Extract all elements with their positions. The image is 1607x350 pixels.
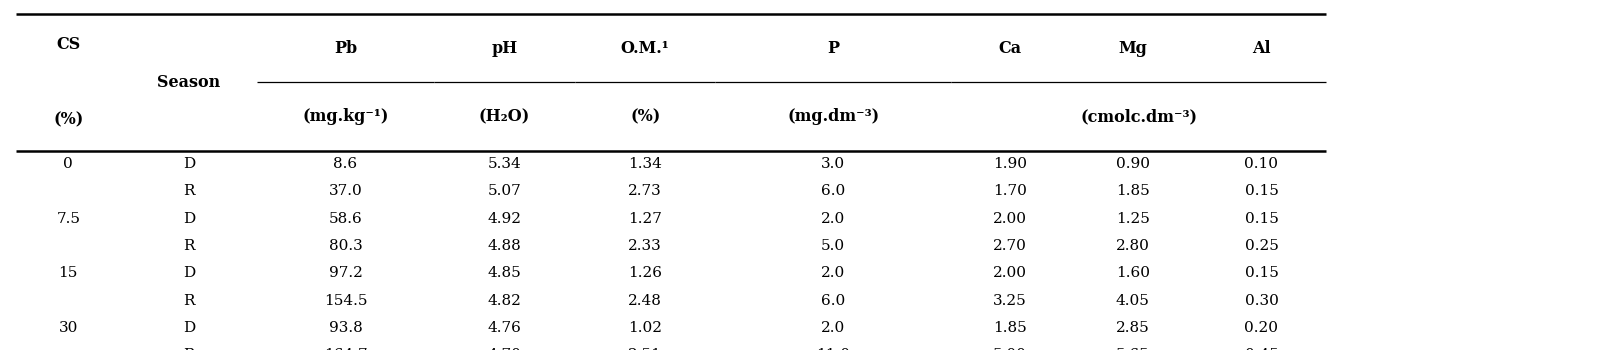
Text: 1.70: 1.70 [993, 184, 1027, 198]
Text: R: R [183, 348, 194, 350]
Text: 1.34: 1.34 [628, 157, 662, 171]
Text: 30: 30 [58, 321, 79, 335]
Text: 1.60: 1.60 [1115, 266, 1151, 280]
Text: 2.80: 2.80 [1115, 239, 1151, 253]
Text: 1.90: 1.90 [993, 157, 1027, 171]
Text: 0.45: 0.45 [1244, 348, 1279, 350]
Text: R: R [183, 294, 194, 308]
Text: 2.00: 2.00 [993, 212, 1027, 226]
Text: 4.92: 4.92 [487, 212, 522, 226]
Text: 11.0: 11.0 [816, 348, 850, 350]
Text: Al: Al [1252, 40, 1271, 57]
Text: (%): (%) [630, 108, 660, 125]
Text: Ca: Ca [998, 40, 1022, 57]
Text: (mg.dm⁻³): (mg.dm⁻³) [787, 108, 879, 125]
Text: 5.07: 5.07 [487, 184, 522, 198]
Text: 0.10: 0.10 [1244, 157, 1279, 171]
Text: 8.6: 8.6 [333, 157, 358, 171]
Text: 2.0: 2.0 [821, 266, 845, 280]
Text: 5.65: 5.65 [1115, 348, 1151, 350]
Text: 5.00: 5.00 [993, 348, 1027, 350]
Text: 2.0: 2.0 [821, 212, 845, 226]
Text: Mg: Mg [1118, 40, 1147, 57]
Text: 15: 15 [58, 266, 79, 280]
Text: CS: CS [56, 36, 80, 53]
Text: 0.90: 0.90 [1115, 157, 1151, 171]
Text: Season: Season [157, 74, 220, 91]
Text: 3.0: 3.0 [821, 157, 845, 171]
Text: 154.5: 154.5 [323, 294, 368, 308]
Text: 0: 0 [63, 157, 74, 171]
Text: (mg.kg⁻¹): (mg.kg⁻¹) [302, 108, 389, 125]
Text: D: D [183, 321, 194, 335]
Text: 5.0: 5.0 [821, 239, 845, 253]
Text: 2.73: 2.73 [628, 184, 662, 198]
Text: 4.85: 4.85 [487, 266, 522, 280]
Text: Pb: Pb [334, 40, 357, 57]
Text: 4.05: 4.05 [1115, 294, 1151, 308]
Text: 0.15: 0.15 [1244, 184, 1279, 198]
Text: 2.85: 2.85 [1115, 321, 1151, 335]
Text: 2.33: 2.33 [628, 239, 662, 253]
Text: 7.5: 7.5 [56, 212, 80, 226]
Text: 6.0: 6.0 [821, 184, 845, 198]
Text: 0.20: 0.20 [1244, 321, 1279, 335]
Text: 1.26: 1.26 [628, 266, 662, 280]
Text: D: D [183, 266, 194, 280]
Text: 0.30: 0.30 [1244, 294, 1279, 308]
Text: pH: pH [492, 40, 517, 57]
Text: (H₂O): (H₂O) [479, 108, 530, 125]
Text: 1.02: 1.02 [628, 321, 662, 335]
Text: (cmolᴄ.dm⁻³): (cmolᴄ.dm⁻³) [1080, 108, 1197, 125]
Text: 97.2: 97.2 [328, 266, 363, 280]
Text: 1.25: 1.25 [1115, 212, 1151, 226]
Text: (%): (%) [53, 111, 84, 128]
Text: 0.25: 0.25 [1244, 239, 1279, 253]
Text: 1.85: 1.85 [1115, 184, 1151, 198]
Text: 2.51: 2.51 [628, 348, 662, 350]
Text: 2.0: 2.0 [821, 321, 845, 335]
Text: 6.0: 6.0 [821, 294, 845, 308]
Text: P: P [828, 40, 839, 57]
Text: 4.76: 4.76 [487, 321, 522, 335]
Text: 37.0: 37.0 [328, 184, 363, 198]
Text: 4.70: 4.70 [487, 348, 522, 350]
Text: R: R [183, 184, 194, 198]
Text: 4.88: 4.88 [487, 239, 522, 253]
Text: 0.15: 0.15 [1244, 212, 1279, 226]
Text: 3.25: 3.25 [993, 294, 1027, 308]
Text: R: R [183, 239, 194, 253]
Text: 1.27: 1.27 [628, 212, 662, 226]
Text: 5.34: 5.34 [487, 157, 522, 171]
Text: 0.15: 0.15 [1244, 266, 1279, 280]
Text: D: D [183, 157, 194, 171]
Text: 58.6: 58.6 [328, 212, 363, 226]
Text: 93.8: 93.8 [328, 321, 363, 335]
Text: 80.3: 80.3 [328, 239, 363, 253]
Text: 164.7: 164.7 [323, 348, 368, 350]
Text: D: D [183, 212, 194, 226]
Text: 4.82: 4.82 [487, 294, 522, 308]
Text: 2.70: 2.70 [993, 239, 1027, 253]
Text: 2.00: 2.00 [993, 266, 1027, 280]
Text: 1.85: 1.85 [993, 321, 1027, 335]
Text: 2.48: 2.48 [628, 294, 662, 308]
Text: O.M.¹: O.M.¹ [620, 40, 670, 57]
